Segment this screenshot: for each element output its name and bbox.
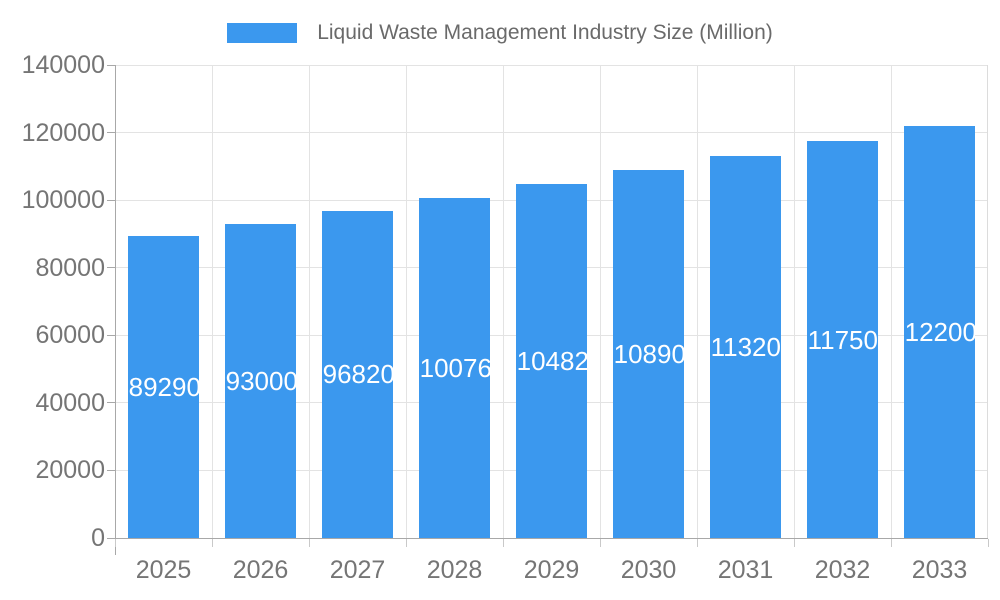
y-axis-tick: [107, 334, 115, 336]
y-axis-tick-label: 80000: [35, 253, 105, 282]
legend-swatch-icon[interactable]: [227, 23, 298, 43]
bar-cell: 113200: [697, 65, 794, 538]
y-axis-tick-label: 100000: [21, 186, 105, 215]
bar-2028[interactable]: 100760: [418, 197, 491, 538]
x-axis-tick: [308, 539, 310, 547]
gridline-vertical: [599, 65, 601, 538]
y-axis-tick-label: 40000: [35, 388, 105, 417]
x-axis-tick-label: 2031: [717, 556, 774, 584]
x-axis-tick-label: 2025: [135, 556, 192, 584]
y-axis-tick-label: 60000: [35, 321, 105, 350]
y-axis-tick: [107, 469, 115, 471]
legend-label[interactable]: Liquid Waste Management Industry Size (M…: [317, 21, 773, 44]
y-axis-line: [115, 65, 116, 555]
bar-2031[interactable]: 113200: [709, 155, 782, 538]
gridline-horizontal: [115, 132, 988, 134]
bar-value-label: 117500: [807, 324, 879, 355]
bar-value-label: 89290: [128, 372, 200, 403]
bar-2026[interactable]: 93000: [224, 223, 297, 538]
plot-area: 89290 93000 96820 100760 104820 108900 113200 1…: [115, 64, 988, 538]
y-axis-tick: [107, 267, 115, 269]
y-axis-tick: [107, 64, 115, 66]
gridline-vertical: [308, 65, 310, 538]
y-axis-tick: [107, 199, 115, 201]
x-axis-tick-label: 2032: [814, 556, 871, 584]
bar-2032[interactable]: 117500: [806, 141, 879, 538]
bar-value-label: 96820: [322, 359, 394, 390]
x-axis-tick: [211, 539, 213, 547]
bar-cell: 117500: [794, 65, 891, 538]
y-axis-tick-label: 120000: [21, 118, 105, 147]
bar-series: 89290 93000 96820 100760 104820 108900 113200 1…: [115, 65, 988, 538]
gridline-horizontal: [115, 64, 988, 66]
gridline-vertical: [211, 65, 213, 538]
bar-value-label: 93000: [225, 365, 297, 396]
y-axis-tick-label: 140000: [21, 51, 105, 79]
x-axis-tick: [987, 539, 989, 547]
y-axis-tick-label: 20000: [35, 456, 105, 485]
y-axis-tick: [107, 132, 115, 134]
y-axis-tick: [107, 402, 115, 404]
bar-value-label: 113200: [710, 331, 782, 362]
x-axis-tick: [890, 539, 892, 547]
bar-cell: 89290: [115, 65, 212, 538]
x-axis-tick-label: 2033: [911, 556, 968, 584]
bar-2027[interactable]: 96820: [321, 210, 394, 538]
chart-legend: Liquid Waste Management Industry Size (M…: [0, 18, 1000, 48]
gridline-vertical: [502, 65, 504, 538]
gridline-vertical: [696, 65, 698, 538]
x-axis-tick: [502, 539, 504, 547]
plot-right-border: [987, 65, 988, 538]
bar-2025[interactable]: 89290: [127, 236, 200, 538]
bar-cell: 108900: [600, 65, 697, 538]
bar-2029[interactable]: 104820: [515, 183, 588, 538]
bar-cell: 100760: [406, 65, 503, 538]
gridline-vertical: [405, 65, 407, 538]
x-axis-tick-label: 2030: [620, 556, 677, 584]
bar-value-label: 104820: [516, 345, 588, 376]
gridline-vertical: [793, 65, 795, 538]
y-axis-tick-label: 0: [91, 524, 105, 552]
bar-cell: 96820: [309, 65, 406, 538]
bar-value-label: 100760: [419, 352, 491, 383]
gridline-vertical: [890, 65, 892, 538]
x-axis-tick: [793, 539, 795, 547]
x-axis-tick-label: 2026: [232, 556, 289, 584]
x-axis-tick-label: 2027: [329, 556, 386, 584]
x-axis-tick: [114, 539, 116, 547]
x-axis-tick-label: 2029: [523, 556, 580, 584]
x-axis-line: [107, 538, 988, 539]
x-axis-tick: [696, 539, 698, 547]
x-axis-tick-label: 2028: [426, 556, 483, 584]
bar-value-label: 108900: [613, 339, 685, 370]
bar-cell: 104820: [503, 65, 600, 538]
x-axis-tick: [405, 539, 407, 547]
bar-cell: 93000: [212, 65, 309, 538]
x-axis-tick: [599, 539, 601, 547]
bar-2030[interactable]: 108900: [612, 170, 685, 538]
